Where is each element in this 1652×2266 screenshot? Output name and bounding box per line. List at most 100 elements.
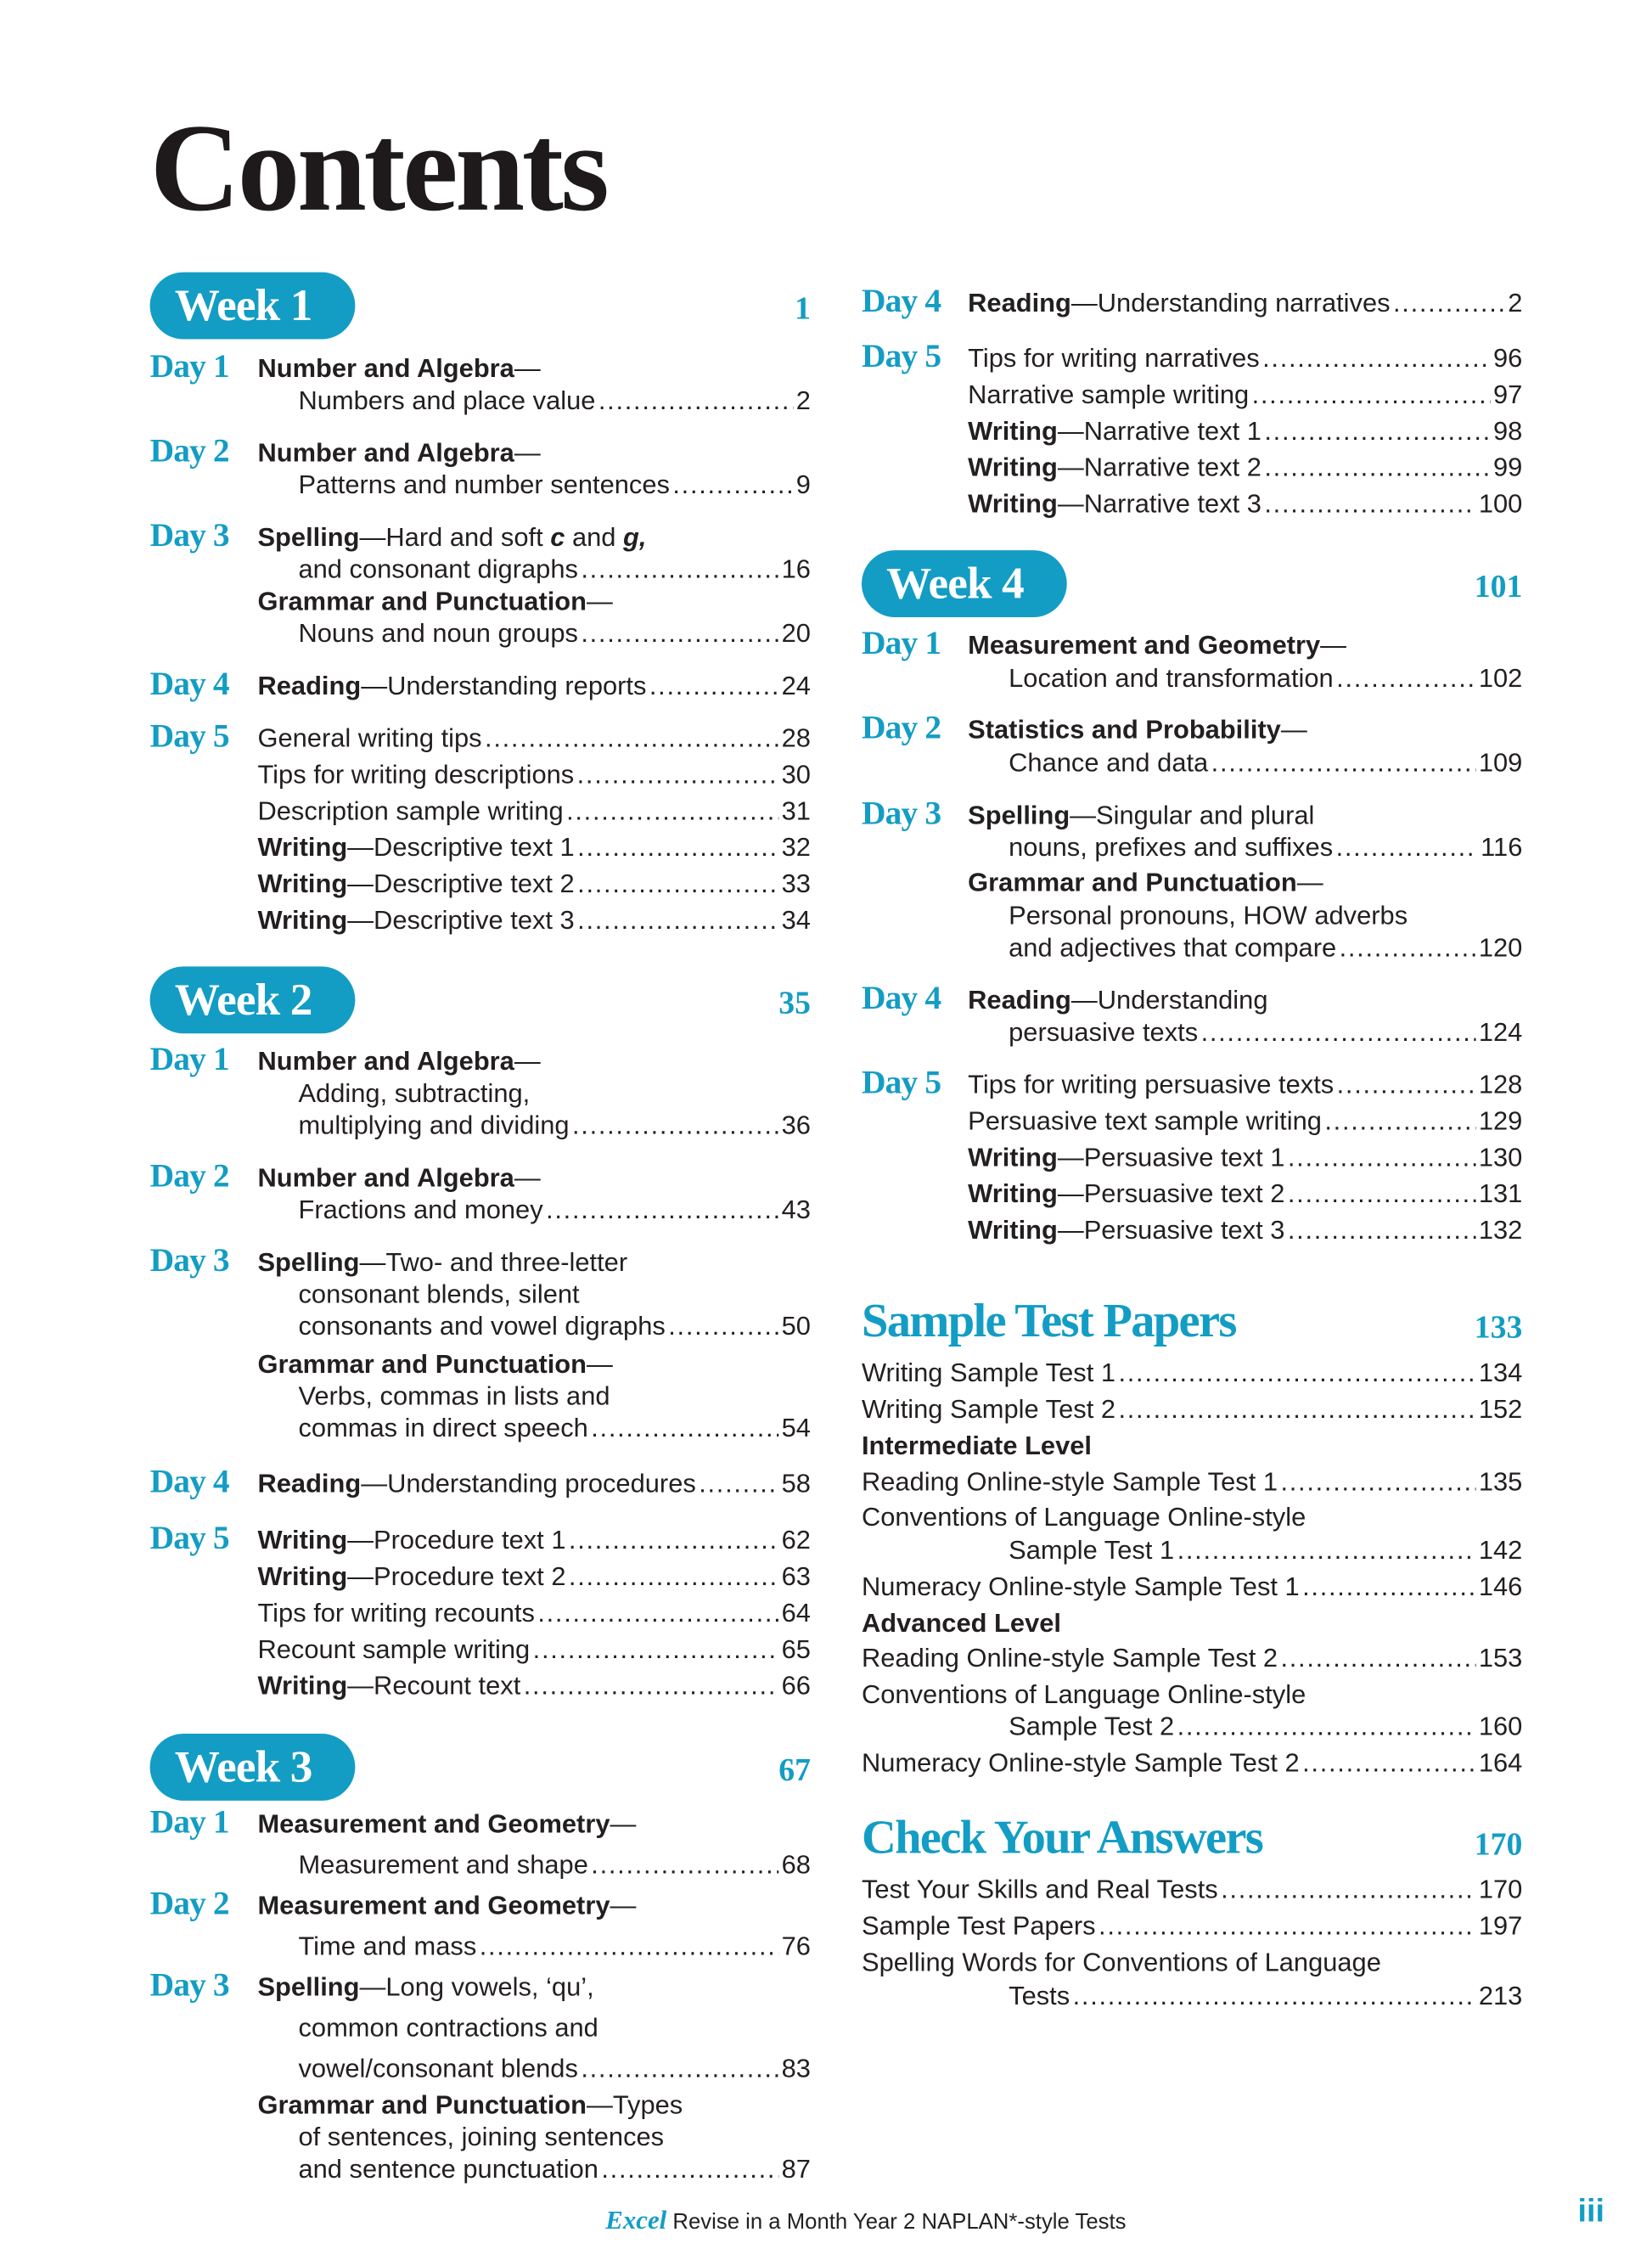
entry-page-number[interactable]: 153 — [1478, 1643, 1523, 1673]
entry-page-number[interactable]: 63 — [781, 1561, 811, 1591]
toc-entry[interactable]: Writing Sample Test 2 152 — [862, 1392, 1522, 1426]
entry-page-number[interactable]: 134 — [1478, 1358, 1523, 1387]
toc-entry[interactable]: Reading Online-style Sample Test 2 153 — [862, 1640, 1522, 1675]
entry-page-number[interactable]: 62 — [781, 1525, 811, 1555]
entry-page-number[interactable]: 33 — [781, 869, 811, 898]
toc-entry[interactable]: Tips for writing persuasive texts 128 — [968, 1067, 1522, 1102]
entry-page-number[interactable]: 135 — [1478, 1467, 1523, 1497]
toc-entry[interactable]: Writing—Narrative text 3 100 — [968, 486, 1522, 521]
toc-entry[interactable]: consonants and vowel digraphs 50 — [298, 1308, 811, 1343]
week-page-number[interactable]: 67 — [778, 1751, 811, 1788]
toc-entry[interactable]: Writing—Descriptive text 1 32 — [257, 829, 811, 864]
toc-entry[interactable]: and sentence punctuation 87 — [298, 2151, 811, 2186]
toc-entry[interactable]: Writing—Persuasive text 3 132 — [968, 1212, 1522, 1247]
entry-page-number[interactable]: 164 — [1478, 1748, 1523, 1778]
toc-entry[interactable]: Reading Online-style Sample Test 1 135 — [862, 1465, 1522, 1499]
entry-page-number[interactable]: 132 — [1478, 1215, 1523, 1245]
entry-page-number[interactable]: 58 — [781, 1468, 811, 1498]
toc-entry[interactable]: Tips for writing descriptions 30 — [257, 757, 811, 792]
entry-page-number[interactable]: 31 — [781, 796, 811, 826]
entry-page-number[interactable]: 130 — [1478, 1142, 1523, 1172]
toc-entry[interactable]: Sample Test Papers 197 — [862, 1909, 1522, 1943]
toc-entry[interactable]: nouns, prefixes and suffixes 116 — [1009, 829, 1522, 864]
entry-page-number[interactable]: 100 — [1478, 489, 1523, 519]
toc-entry[interactable]: Writing—Procedure text 2 63 — [257, 1559, 811, 1594]
entry-page-number[interactable]: 9 — [795, 470, 811, 500]
toc-entry[interactable]: persuasive texts 124 — [1009, 1015, 1522, 1049]
entry-page-number[interactable]: 99 — [1493, 453, 1523, 482]
entry-page-number[interactable]: 116 — [1481, 832, 1523, 862]
toc-entry[interactable]: vowel/consonant blends 83 — [298, 2051, 811, 2086]
entry-page-number[interactable]: 34 — [781, 905, 811, 935]
entry-page-number[interactable]: 124 — [1478, 1017, 1523, 1047]
toc-entry[interactable]: commas in direct speech 54 — [298, 1410, 811, 1445]
entry-page-number[interactable]: 66 — [781, 1671, 811, 1701]
week-page-number[interactable]: 35 — [778, 984, 811, 1021]
toc-entry[interactable]: multiplying and dividing 36 — [298, 1108, 811, 1143]
entry-page-number[interactable]: 96 — [1493, 343, 1523, 373]
week-page-number[interactable]: 101 — [1474, 567, 1523, 604]
toc-entry[interactable]: Fractions and money 43 — [298, 1192, 811, 1227]
toc-entry[interactable]: Sample Test 2 160 — [1009, 1709, 1522, 1744]
entry-page-number[interactable]: 146 — [1478, 1572, 1523, 1601]
entry-page-number[interactable]: 131 — [1478, 1178, 1523, 1209]
entry-page-number[interactable]: 16 — [781, 554, 811, 584]
entry-page-number[interactable]: 152 — [1478, 1394, 1523, 1424]
toc-entry[interactable]: Numeracy Online-style Sample Test 1 146 — [862, 1569, 1522, 1604]
toc-entry[interactable]: Sample Test 1 142 — [1009, 1532, 1522, 1567]
entry-page-number[interactable]: 129 — [1478, 1106, 1523, 1136]
section-page-number[interactable]: 170 — [1474, 1825, 1523, 1862]
toc-entry[interactable]: Description sample writing 31 — [257, 793, 811, 828]
toc-entry[interactable]: Tips for writing narratives 96 — [968, 340, 1522, 375]
entry-page-number[interactable]: 28 — [781, 723, 811, 753]
toc-entry[interactable]: Patterns and number sentences 9 — [298, 467, 811, 502]
entry-page-number[interactable]: 170 — [1478, 1875, 1523, 1904]
toc-entry[interactable]: Tests 213 — [1009, 1978, 1522, 2013]
toc-entry[interactable]: Writing—Recount text 66 — [257, 1668, 811, 1703]
entry-page-number[interactable]: 43 — [781, 1195, 811, 1224]
entry-page-number[interactable]: 65 — [781, 1634, 811, 1664]
entry-page-number[interactable]: 2 — [795, 385, 811, 415]
toc-entry[interactable]: Tips for writing recounts 64 — [257, 1595, 811, 1630]
toc-entry[interactable]: Measurement and shape 68 — [298, 1847, 811, 1882]
entry-page-number[interactable]: 68 — [781, 1850, 811, 1880]
entry-page-number[interactable]: 2 — [1508, 288, 1523, 318]
entry-page-number[interactable]: 160 — [1478, 1712, 1523, 1741]
entry-page-number[interactable]: 120 — [1478, 932, 1523, 963]
section-page-number[interactable]: 133 — [1474, 1308, 1523, 1346]
entry-page-number[interactable]: 50 — [781, 1311, 811, 1341]
toc-entry[interactable]: Writing—Descriptive text 3 34 — [257, 902, 811, 937]
entry-page-number[interactable]: 98 — [1493, 416, 1523, 446]
toc-entry[interactable]: Chance and data 109 — [1009, 745, 1522, 780]
toc-entry[interactable]: Nouns and noun groups 20 — [298, 616, 811, 650]
toc-entry[interactable]: General writing tips 28 — [257, 721, 811, 756]
toc-entry[interactable]: Numbers and place value 2 — [298, 383, 811, 418]
entry-page-number[interactable]: 76 — [781, 1931, 811, 1961]
toc-entry[interactable]: Writing—Procedure text 1 62 — [257, 1522, 811, 1557]
entry-page-number[interactable]: 87 — [781, 2154, 811, 2184]
toc-entry[interactable]: Reading—Understanding reports 24 — [257, 668, 811, 703]
entry-page-number[interactable]: 24 — [781, 671, 811, 700]
toc-entry[interactable]: Reading—Understanding narratives 2 — [968, 285, 1522, 320]
entry-page-number[interactable]: 36 — [781, 1111, 811, 1140]
entry-page-number[interactable]: 32 — [781, 832, 811, 862]
toc-entry[interactable]: Writing—Narrative text 2 99 — [968, 450, 1522, 485]
toc-entry[interactable]: Writing Sample Test 1 134 — [862, 1355, 1522, 1390]
toc-entry[interactable]: Writing—Persuasive text 1 130 — [968, 1139, 1522, 1174]
entry-page-number[interactable]: 102 — [1478, 663, 1523, 694]
entry-page-number[interactable]: 97 — [1493, 380, 1523, 409]
toc-entry[interactable]: Test Your Skills and Real Tests 170 — [862, 1872, 1522, 1907]
toc-entry[interactable]: Numeracy Online-style Sample Test 2 164 — [862, 1746, 1522, 1780]
entry-page-number[interactable]: 142 — [1478, 1535, 1523, 1566]
entry-page-number[interactable]: 20 — [781, 618, 811, 648]
entry-page-number[interactable]: 128 — [1478, 1070, 1523, 1099]
entry-page-number[interactable]: 54 — [781, 1413, 811, 1443]
entry-page-number[interactable]: 213 — [1478, 1981, 1523, 2010]
toc-entry[interactable]: Writing—Descriptive text 2 33 — [257, 866, 811, 901]
toc-entry[interactable]: Time and mass 76 — [298, 1929, 811, 1964]
entry-page-number[interactable]: 30 — [781, 759, 811, 790]
toc-entry[interactable]: Recount sample writing 65 — [257, 1632, 811, 1667]
toc-entry[interactable]: Location and transformation 102 — [1009, 661, 1522, 695]
entry-page-number[interactable]: 83 — [781, 2054, 811, 2083]
entry-page-number[interactable]: 109 — [1478, 748, 1523, 778]
